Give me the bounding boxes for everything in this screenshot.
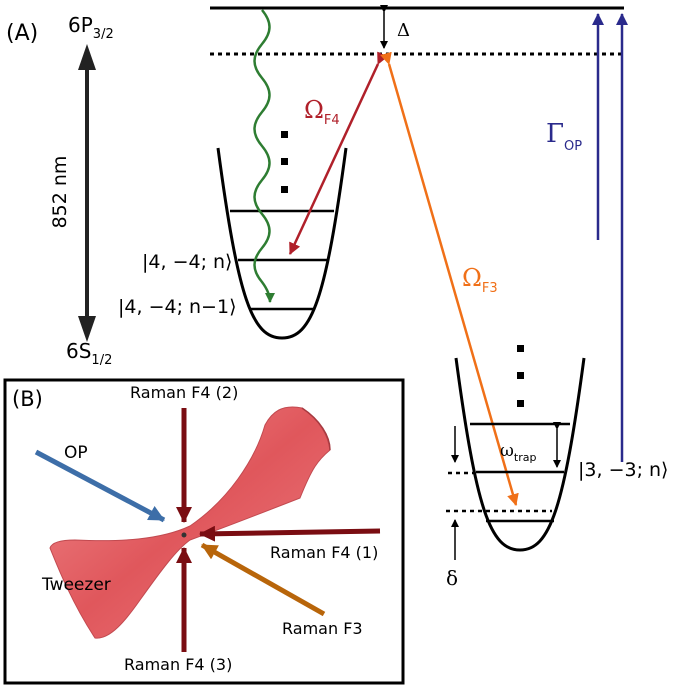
wavelength-arrow-head-bottom: [78, 316, 96, 342]
lower-state-label: 6S1/2: [66, 339, 112, 368]
ellipsis-dot: [281, 186, 288, 193]
raman-f3-beam: [200, 542, 326, 617]
ket-n-minus-1-label: |4, −4; n−1⟩: [118, 296, 236, 318]
rabi-f4-arrow: [288, 51, 389, 255]
delta-label: δ: [446, 566, 458, 590]
raman-f4-1-beam: [199, 525, 381, 542]
ellipsis-dot: [281, 158, 288, 165]
ket-f3-label: |3, −3; n⟩: [578, 459, 668, 481]
wavelength-label: 852 nm: [49, 156, 71, 229]
rabi-f4-label: ΩF4: [304, 96, 340, 128]
raman-f4-2-label: Raman F4 (2): [130, 383, 238, 402]
panel-b-tag: (B): [12, 387, 43, 411]
omega-trap-label: ωtrap: [500, 441, 536, 464]
detuning-label: Δ: [397, 20, 410, 41]
tweezer-label: Tweezer: [41, 575, 111, 595]
raman-f4-1-label: Raman F4 (1): [270, 543, 378, 562]
gamma-op-label: ΓOP: [546, 119, 582, 154]
op-label: OP: [64, 443, 88, 463]
raman-f3-label: Raman F3: [282, 619, 363, 638]
ellipsis-dot: [517, 400, 524, 407]
ellipsis-dot: [517, 372, 524, 379]
decay-wave: [253, 9, 275, 303]
tweezer-beam: [49, 406, 331, 639]
tweezer-outer-rim: [301, 407, 331, 451]
ellipsis-dot: [281, 131, 288, 138]
wavelength-arrow-head-top: [78, 44, 96, 70]
raman-f4-3-label: Raman F4 (3): [124, 655, 232, 674]
panel-a-tag: (A): [6, 21, 38, 46]
trap-f3: [454, 357, 586, 552]
trap-f4: [216, 147, 348, 340]
ellipsis-dot: [517, 345, 524, 352]
upper-state-label: 6P3/2: [68, 13, 114, 42]
op-beam: [34, 449, 166, 523]
rabi-f3-arrow: [380, 51, 519, 506]
atom-dot: [181, 532, 187, 538]
ket-n-label: |4, −4; n⟩: [142, 251, 232, 273]
rabi-f3-label: ΩF3: [462, 264, 498, 296]
